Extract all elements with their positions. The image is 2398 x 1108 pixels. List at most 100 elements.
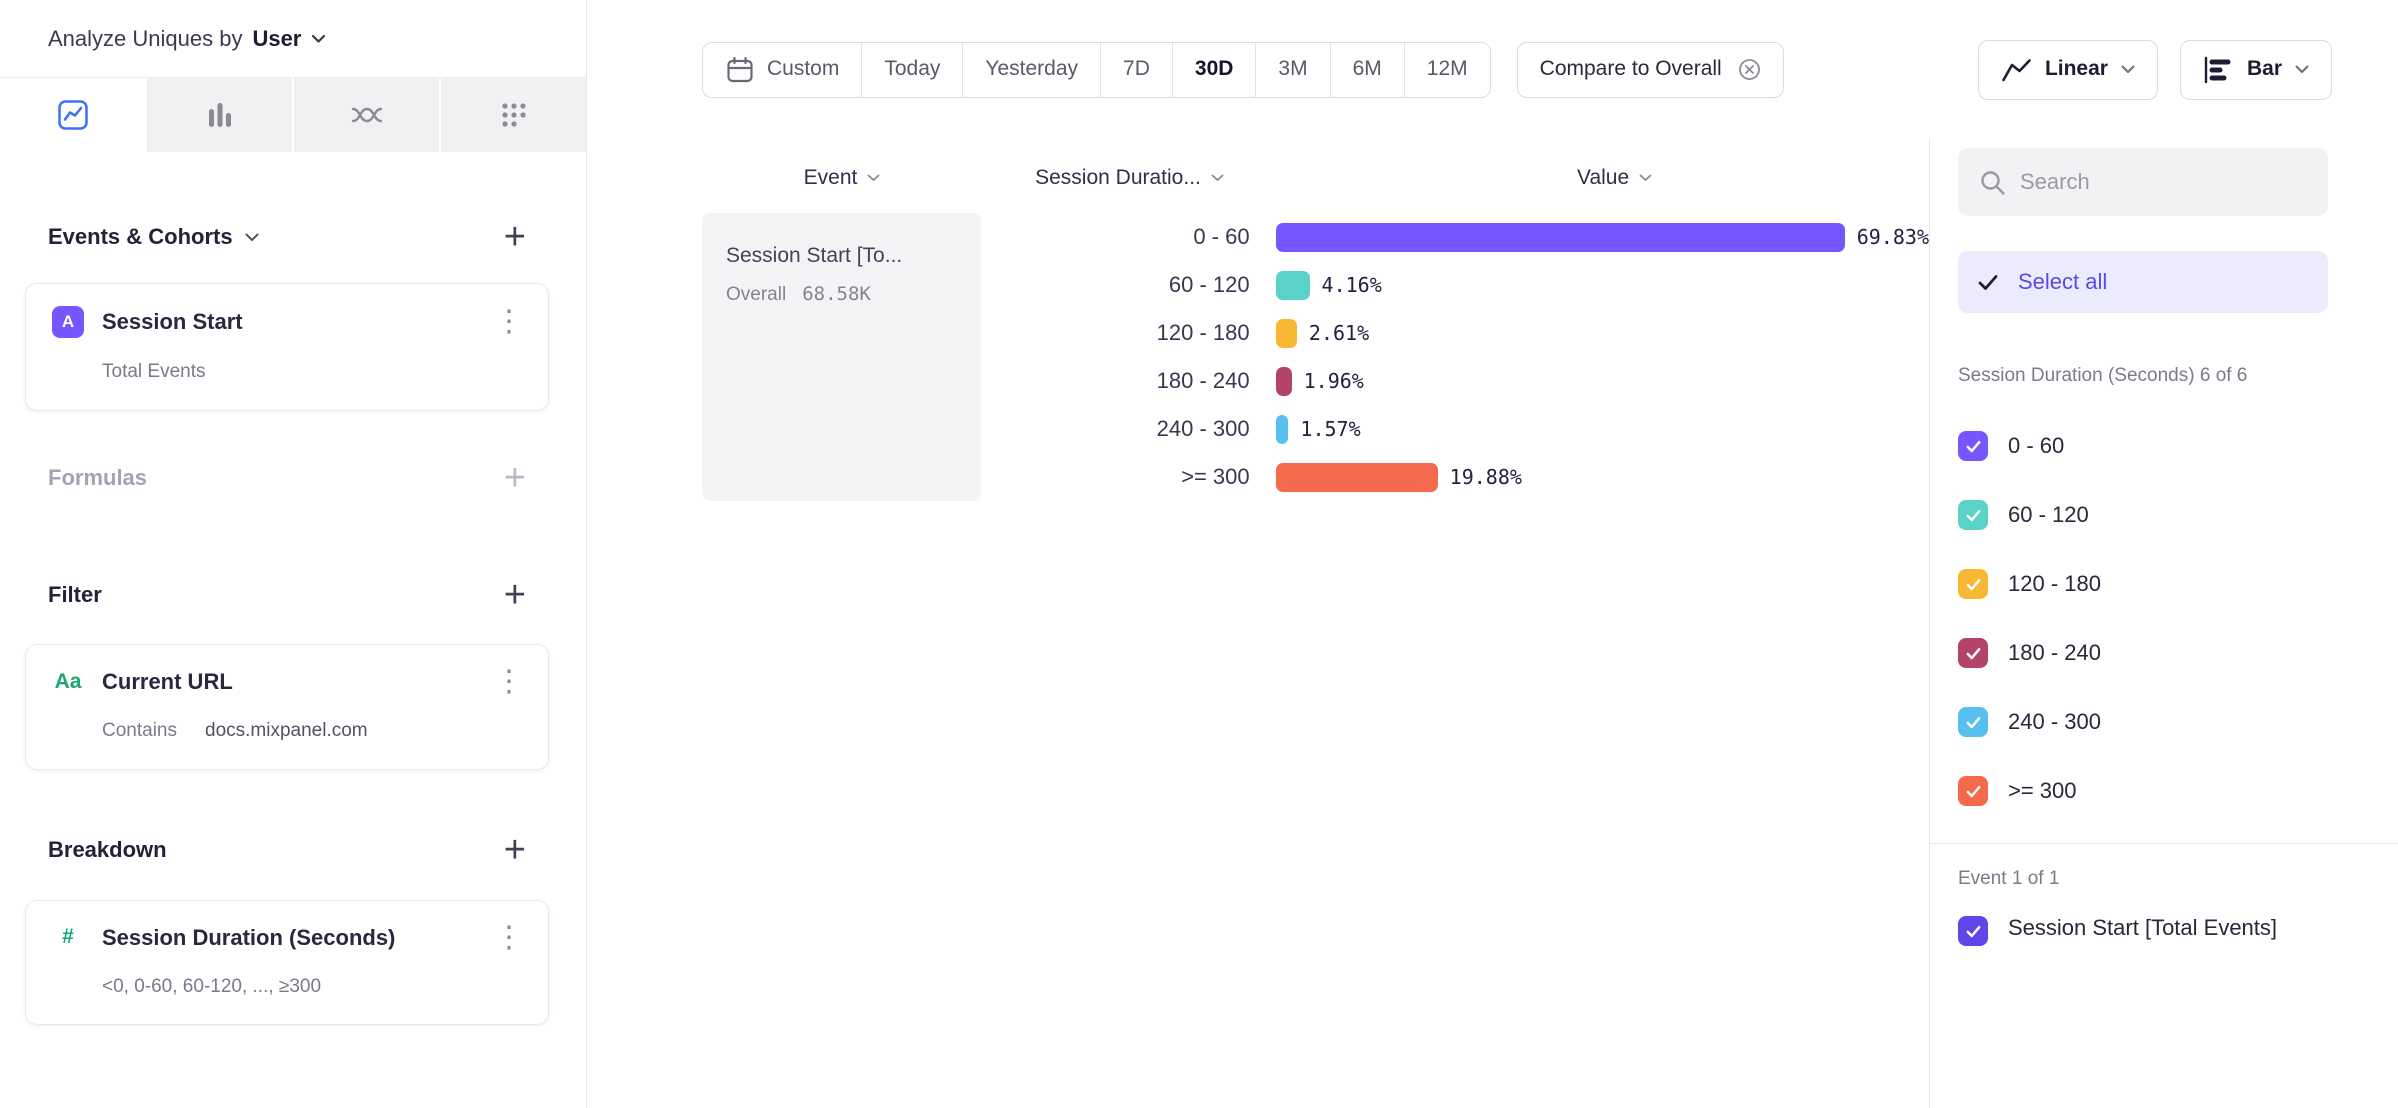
column-header-breakdown-label: Session Duratio... [1035,165,1201,189]
add-filter-button[interactable]: + [503,573,526,616]
filter-card-current-url[interactable]: Aa Current URL ⋮ Contains docs.mixpanel.… [25,643,549,770]
checkbox-0-60[interactable] [1958,431,1988,462]
legend-item-0-60[interactable]: 0 - 60 [1958,412,2328,481]
bar-value-label: 1.57% [1300,416,1361,441]
add-event-button[interactable]: + [503,216,526,258]
breakdown-property-name[interactable]: Session Duration (Seconds) [102,924,396,950]
events-cohorts-heading: Events & Cohorts + [48,214,526,260]
kebab-menu-icon[interactable]: ⋮ [494,920,524,954]
legend-item-60-120[interactable]: 60 - 120 [1958,481,2328,550]
date-range-6m[interactable]: 6M [1330,42,1405,97]
tab-retention[interactable] [441,78,586,152]
select-all-label: Select all [2018,269,2108,295]
legend-item-300[interactable]: >= 300 [1958,757,2328,826]
bar-300[interactable] [1275,462,1438,492]
legend-item-label: >= 300 [2008,778,2077,804]
checkbox-120-180[interactable] [1958,569,1988,600]
insights-line-chart-icon [57,100,88,130]
kebab-menu-icon[interactable]: ⋮ [494,305,524,338]
analyze-uniques-dropdown[interactable]: User [252,25,326,53]
tab-insights[interactable] [0,78,147,152]
date-range-7d[interactable]: 7D [1101,42,1173,97]
bar-240-300[interactable] [1275,414,1289,444]
number-property-badge: # [62,925,74,949]
checkmark-icon [1966,440,1980,452]
date-range-3m[interactable]: 3M [1256,42,1331,97]
linear-scale-dropdown[interactable]: Linear [1977,39,2158,100]
category-label: 180 - 240 [1156,368,1250,394]
events-cohorts-title[interactable]: Events & Cohorts [48,224,233,250]
filter-value[interactable]: docs.mixpanel.com [205,719,368,741]
date-range-today[interactable]: Today [862,42,964,97]
date-range-yesterday[interactable]: Yesterday [963,42,1102,97]
bar-chart-dropdown[interactable]: Bar [2179,39,2332,100]
legend-search[interactable] [1958,148,2328,216]
string-property-badge: Aa [54,669,82,693]
legend-item-180-240[interactable]: 180 - 240 [1958,619,2328,688]
breakdown-buckets[interactable]: <0, 0-60, 60-120, ..., ≥300 [102,975,322,997]
column-header-value[interactable]: Value [1277,165,1652,191]
date-range-30d[interactable]: 30D [1172,42,1257,97]
column-header-breakdown[interactable]: Session Duratio... [982,165,1277,191]
category-label: 120 - 180 [1156,320,1250,346]
date-range-label: 3M [1278,57,1308,81]
bar-120-180[interactable] [1275,318,1297,348]
formulas-title: Formulas [48,465,148,490]
checkmark-icon [1966,785,1980,797]
filter-title: Filter [48,582,102,607]
bar-0-60[interactable] [1275,222,1845,252]
dismiss-circle-icon[interactable] [1738,58,1761,81]
select-all-button[interactable]: Select all [1958,251,2328,313]
search-icon [1981,171,2005,195]
analyze-label: Analyze Uniques by [48,25,243,51]
checkbox-180-240[interactable] [1958,638,1988,669]
bar-180-240[interactable] [1275,366,1292,396]
event-cell[interactable]: Session Start [To... Overall 68.58K [702,213,981,501]
analyze-value: User [252,25,302,51]
calendar-icon [727,56,753,82]
tab-flows[interactable] [294,78,441,152]
date-range-custom[interactable]: Custom [703,42,863,97]
checkbox-300[interactable] [1958,776,1988,807]
filter-operator[interactable]: Contains [102,719,177,741]
chart-area: Event Session Duratio... Value Session S… [587,139,1929,1108]
category-label: 240 - 300 [1156,416,1250,442]
retention-grid-icon [501,103,526,127]
add-breakdown-button[interactable]: + [503,828,526,871]
breakdown-card-session-duration[interactable]: # Session Duration (Seconds) ⋮ <0, 0-60,… [25,899,549,1026]
checkbox-240-300[interactable] [1958,707,1988,738]
legend-event-item[interactable]: Session Start [Total Events] [1958,914,2328,947]
checkbox-60-120[interactable] [1958,500,1988,531]
linear-label: Linear [2044,57,2108,81]
kebab-menu-icon[interactable]: ⋮ [494,664,524,698]
visualization-tab-bar [0,78,586,152]
add-formula-button[interactable]: + [503,456,526,499]
date-range-label: Yesterday [985,57,1079,81]
filter-property-name[interactable]: Current URL [102,669,233,694]
date-range-12m[interactable]: 12M [1404,42,1490,97]
search-input[interactable] [2020,168,2308,196]
event-measure[interactable]: Total Events [102,361,206,382]
legend-item-label: 60 - 120 [2008,502,2089,528]
checkbox-session-start[interactable] [1958,916,1988,947]
category-label: 60 - 120 [1168,272,1250,298]
bars-chart-icon [208,103,231,127]
compare-to-overall-button[interactable]: Compare to Overall [1516,41,1784,98]
legend-item-120-180[interactable]: 120 - 180 [1958,550,2328,619]
chart-row-240-300: 240 - 300 1.57% [981,405,1929,453]
column-header-event[interactable]: Event [702,165,982,191]
legend-item-list: 0 - 60 60 - 120 120 - 180 180 - 240 240 - 30… [1958,412,2328,826]
legend-item-240-300[interactable]: 240 - 300 [1958,688,2328,757]
bar-60-120[interactable] [1275,270,1310,300]
flows-icon [351,107,382,123]
chevron-down-icon [2121,65,2135,73]
event-card-session-start[interactable]: A Session Start ⋮ Total Events [25,283,549,411]
chart-row-0-60: 0 - 60 69.83% [981,213,1929,261]
bar-value-label: 2.61% [1308,320,1370,345]
bar-value-label: 4.16% [1321,272,1382,297]
event-name[interactable]: Session Start [102,309,243,335]
event-group-label: Event 1 of 1 [1958,867,2060,889]
legend-panel: Select all Session Duration (Seconds) 6 … [1929,139,2398,1108]
tab-funnels[interactable] [147,78,294,152]
